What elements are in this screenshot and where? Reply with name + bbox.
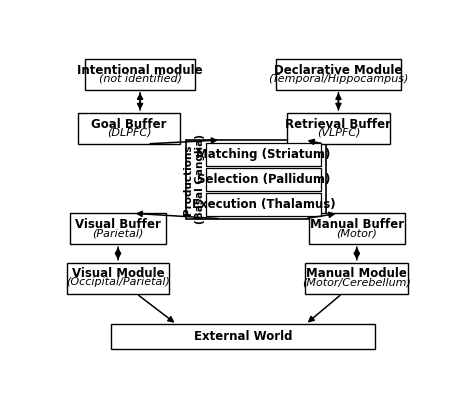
FancyBboxPatch shape	[305, 263, 408, 294]
Text: External World: External World	[194, 330, 292, 343]
Text: Retrieval Buffer: Retrieval Buffer	[285, 117, 392, 131]
Text: Declarative Module: Declarative Module	[274, 63, 402, 77]
Text: Matching (Striatum): Matching (Striatum)	[197, 148, 331, 161]
Text: (Motor/Cerebellum): (Motor/Cerebellum)	[302, 277, 411, 288]
Text: (VLPFC): (VLPFC)	[317, 128, 360, 138]
FancyBboxPatch shape	[70, 213, 166, 244]
FancyBboxPatch shape	[206, 193, 321, 216]
FancyBboxPatch shape	[85, 59, 195, 90]
FancyBboxPatch shape	[78, 113, 181, 144]
FancyBboxPatch shape	[287, 113, 390, 144]
Text: (DLPFC): (DLPFC)	[107, 128, 151, 138]
FancyBboxPatch shape	[206, 168, 321, 191]
FancyBboxPatch shape	[110, 324, 375, 349]
FancyBboxPatch shape	[206, 143, 321, 166]
Text: Productions
(Basal Ganglia): Productions (Basal Ganglia)	[183, 134, 205, 224]
Text: (Parietal): (Parietal)	[92, 228, 144, 238]
FancyBboxPatch shape	[276, 59, 401, 90]
Text: Intentional module: Intentional module	[77, 63, 203, 77]
Text: Manual Module: Manual Module	[306, 267, 407, 280]
FancyBboxPatch shape	[66, 263, 170, 294]
Text: (Temporal/Hippocampus): (Temporal/Hippocampus)	[268, 74, 409, 84]
Text: Execution (Thalamus): Execution (Thalamus)	[192, 198, 336, 211]
Text: Visual Buffer: Visual Buffer	[75, 218, 161, 231]
FancyBboxPatch shape	[186, 140, 326, 219]
FancyBboxPatch shape	[309, 213, 405, 244]
Text: Selection (Pallidum): Selection (Pallidum)	[197, 173, 330, 186]
Text: (Occipital/Parietal): (Occipital/Parietal)	[66, 277, 170, 288]
Text: (Motor): (Motor)	[337, 228, 377, 238]
Text: Goal Buffer: Goal Buffer	[91, 117, 167, 131]
Text: (not identified): (not identified)	[99, 74, 182, 84]
Text: Manual Buffer: Manual Buffer	[310, 218, 404, 231]
Text: Visual Module: Visual Module	[72, 267, 164, 280]
